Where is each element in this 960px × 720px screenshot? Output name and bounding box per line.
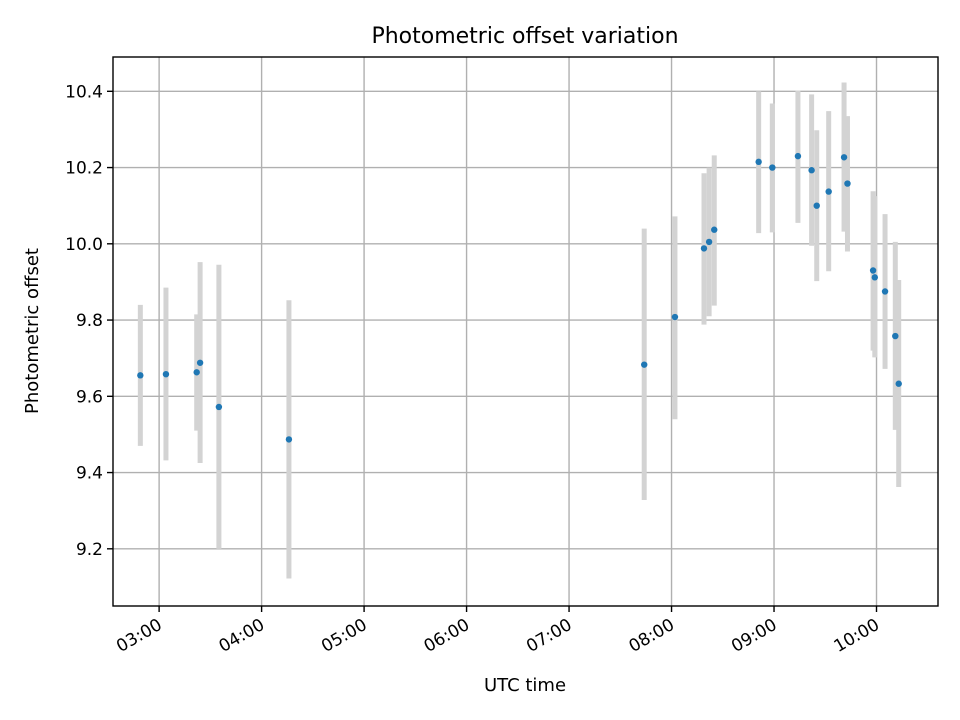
chart-title: Photometric offset variation [371, 24, 678, 49]
x-tick-label: 09:00 [728, 615, 780, 657]
y-tick-label: 9.6 [76, 387, 103, 407]
data-point [881, 288, 889, 295]
data-point [794, 152, 802, 160]
data-point [755, 158, 762, 166]
x-tick-label: 08:00 [626, 615, 678, 657]
y-tick-label: 10.0 [65, 235, 103, 255]
x-axis-ticks: 03:00 04:00 05:00 06:00 07:00 08:00 09:00 10:00 [113, 606, 883, 657]
x-tick-label: 05:00 [318, 615, 370, 657]
data-point [196, 359, 204, 366]
data-point [895, 380, 902, 387]
data-point [840, 154, 848, 161]
x-tick-label: 06:00 [421, 615, 473, 657]
data-point [162, 371, 170, 378]
x-tick-label: 07:00 [523, 615, 575, 657]
x-tick-label: 03:00 [113, 615, 165, 657]
data-point [705, 238, 713, 246]
data-point [813, 202, 820, 209]
data-point [285, 436, 293, 443]
data-point [700, 245, 708, 252]
grid-lines [113, 57, 938, 606]
data-point [844, 180, 851, 187]
data-point [892, 332, 899, 340]
x-axis-label: UTC time [484, 675, 566, 696]
y-tick-label: 9.8 [76, 311, 103, 331]
y-tick-label: 9.2 [76, 540, 103, 560]
data-point [825, 188, 832, 195]
data-point [808, 167, 815, 174]
x-tick-label: 10:00 [831, 615, 883, 657]
plot-frame [112, 56, 939, 607]
error-bars [137, 82, 902, 579]
data-point [711, 226, 718, 233]
data-points [137, 152, 902, 443]
data-point [871, 274, 879, 281]
x-tick-label: 04:00 [216, 615, 268, 657]
y-axis-ticks: 9.2 9.4 9.6 9.8 10.0 10.2 10.4 [65, 82, 113, 560]
y-tick-label: 10.2 [65, 159, 103, 179]
data-point [193, 369, 200, 376]
data-point [869, 267, 877, 274]
data-point [641, 361, 648, 368]
y-tick-label: 10.4 [65, 82, 103, 102]
data-point [769, 164, 776, 171]
y-axis-label: Photometric offset [22, 248, 43, 414]
data-point [215, 403, 223, 411]
data-point [671, 313, 679, 321]
y-tick-label: 9.4 [76, 464, 103, 484]
data-point [137, 372, 144, 379]
